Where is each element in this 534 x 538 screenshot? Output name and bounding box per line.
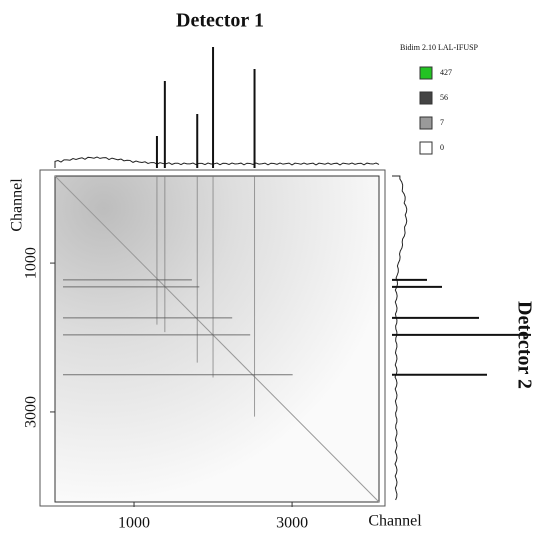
scale-label: 0 — [440, 143, 444, 152]
x-projection-baseline — [54, 156, 380, 168]
x-tick-label: 1000 — [118, 515, 150, 532]
y-tick-label: 3000 — [23, 396, 40, 428]
scale-label: 427 — [440, 68, 452, 77]
frame — [39, 169, 386, 507]
x-tick-label: 3000 — [276, 515, 308, 532]
scale-label: 7 — [440, 118, 444, 127]
y-tick-label: 1000 — [23, 247, 40, 279]
scale-swatch — [419, 116, 433, 130]
scale-swatch — [419, 141, 433, 155]
y-projection-baseline — [392, 175, 408, 501]
scale-title: Bidim 2.10 LAL-IFUSP — [400, 43, 479, 52]
y-label: Channel — [9, 178, 26, 232]
scale-swatch — [419, 66, 433, 80]
x-label: Channel — [368, 513, 422, 530]
title: Detector 1 — [176, 10, 264, 32]
y-title: Detector 2 — [513, 301, 534, 389]
diagonal — [54, 175, 380, 503]
scale-swatch — [419, 91, 433, 105]
scale-label: 56 — [440, 93, 448, 102]
